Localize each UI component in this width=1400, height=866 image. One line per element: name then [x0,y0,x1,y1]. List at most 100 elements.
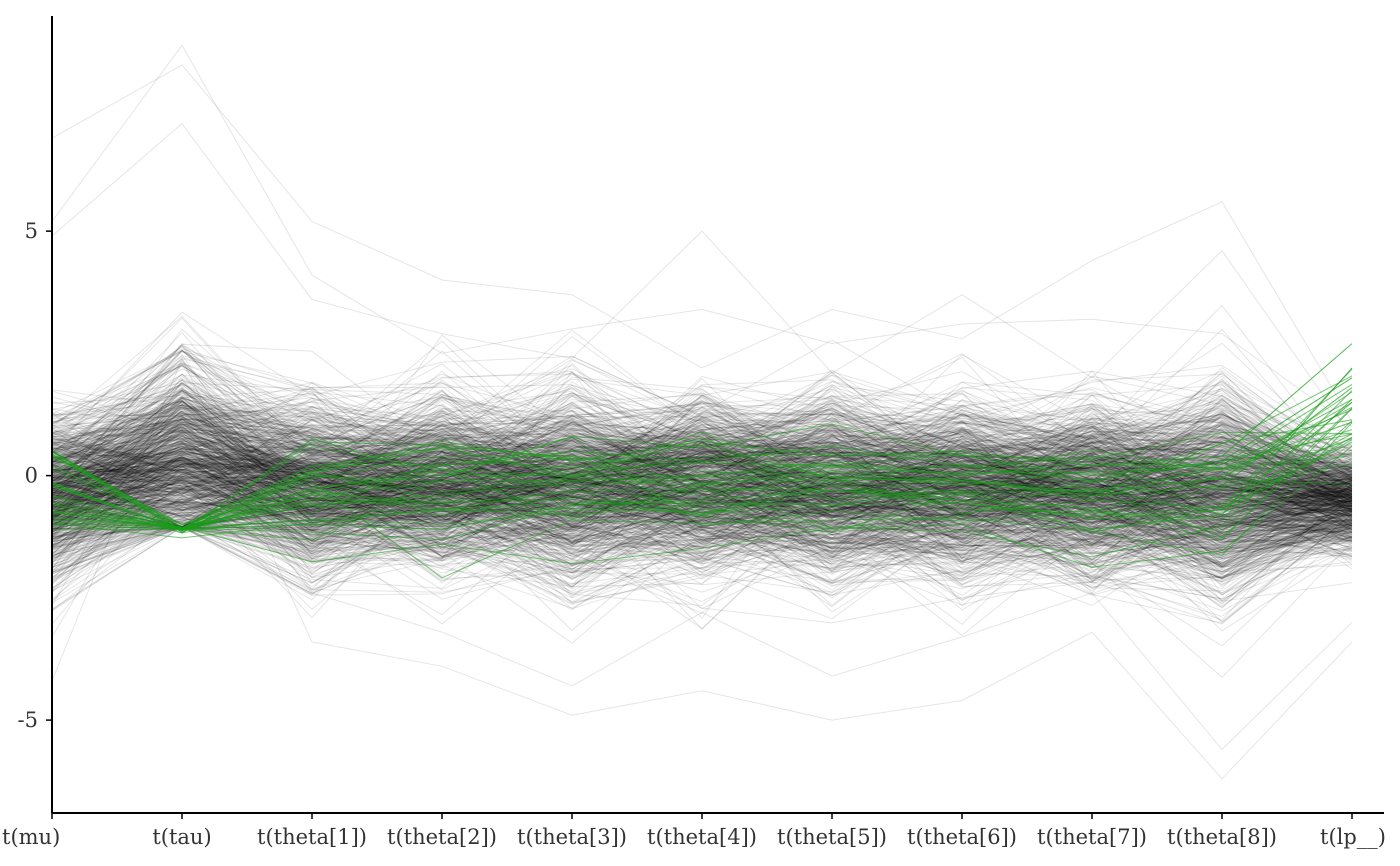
trace-line [51,482,1353,584]
trace-line [51,328,1353,505]
divergent-trace-line [51,423,1353,534]
trace-line [51,435,1353,538]
trace-line [51,487,1353,573]
trace-line [51,445,1353,564]
trace-line [51,404,1353,558]
trace-line [51,432,1353,534]
trace-line [51,486,1353,562]
trace-line [51,406,1353,566]
trace-line [51,397,1353,496]
trace-line [51,366,1353,508]
trace-line [51,471,1353,593]
x-tick-label: t(theta[3]) [517,825,627,849]
trace-line [51,401,1353,502]
trace-line [51,475,1353,571]
trace-line [51,373,1353,580]
trace-line [51,494,1353,577]
trace-line [51,437,1353,552]
x-tick-label: t(theta[2]) [387,825,497,849]
trace-line [51,427,1353,533]
trace-line [51,397,1353,531]
trace-line [51,452,1353,530]
trace-line [51,455,1353,496]
trace-line [51,412,1353,535]
trace-line [51,424,1353,541]
trace-line [51,420,1353,503]
trace-line [51,397,1353,534]
trace-line [51,365,1353,533]
trace-line [51,354,1353,596]
trace-line [51,437,1353,568]
trace-line [51,376,1353,515]
trace-line [51,432,1353,596]
trace-line [51,454,1353,572]
trace-line [51,381,1353,543]
trace-line [51,405,1353,509]
trace-line [51,417,1353,537]
trace-line [51,415,1353,511]
trace-line [51,524,1353,595]
divergent-trace-line [51,401,1353,530]
trace-line [51,412,1353,529]
trace-line [51,413,1353,580]
x-tick-label: t(theta[5]) [777,825,887,849]
trace-line [51,389,1353,544]
trace-line [51,472,1353,557]
trace-line [51,476,1353,588]
trace-line [51,381,1353,495]
trace-line [51,403,1353,530]
trace-line [51,430,1353,566]
trace-line [51,394,1353,495]
trace-line [51,381,1353,486]
trace-line [51,459,1353,550]
trace-line [51,423,1353,552]
trace-line [51,478,1353,571]
trace-line [51,450,1353,605]
trace-line [51,419,1353,554]
trace-line [51,403,1353,539]
trace-line [51,445,1353,612]
trace-line [51,465,1353,605]
trace-line [51,394,1353,469]
trace-line [51,433,1353,625]
trace-line [51,431,1353,546]
trace-line [51,441,1353,528]
trace-line [51,328,1353,492]
trace-line [51,419,1353,527]
trace-line [51,466,1353,548]
trace-line [51,373,1353,504]
trace-line [51,526,1353,637]
trace-line [51,450,1353,563]
trace-line [51,444,1353,566]
trace-line [51,453,1353,545]
trace-line [51,453,1353,533]
trace-line [51,339,1353,478]
trace-line [51,478,1353,620]
trace-line [51,417,1353,535]
trace-line [51,400,1353,518]
trace-line [51,450,1353,560]
trace-line [51,437,1353,502]
trace-line [51,401,1353,527]
trace-line [51,453,1353,601]
trace-line [51,417,1353,528]
trace-line [51,407,1353,546]
trace-line [51,470,1353,600]
trace-line [51,428,1353,546]
trace-line [51,416,1353,551]
trace-line [51,488,1353,596]
trace-line [51,408,1353,570]
trace-line [51,458,1353,566]
trace-line [51,390,1353,496]
x-tick-label: t(tau) [152,825,211,849]
trace-line [51,411,1353,534]
trace-line [51,464,1353,563]
trace-line [51,411,1353,537]
trace-line [51,506,1353,610]
trace-line [51,445,1353,563]
trace-line [51,459,1353,614]
trace-line [51,452,1353,544]
trace-line [51,434,1353,525]
trace-line [51,445,1353,559]
trace-line [51,122,1353,437]
